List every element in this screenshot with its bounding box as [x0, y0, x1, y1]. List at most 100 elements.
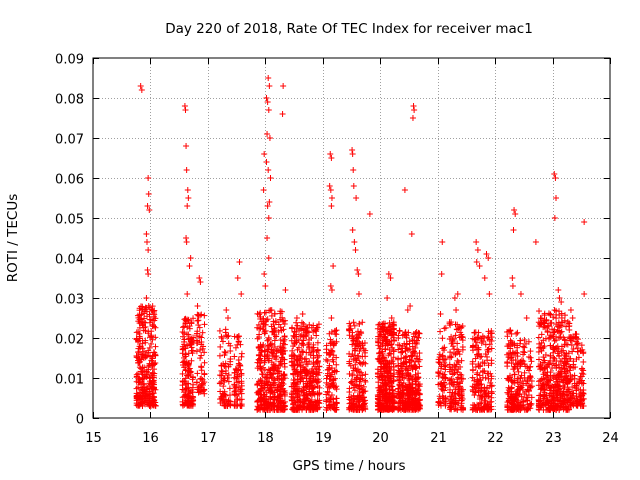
data-point: [147, 402, 154, 409]
data-point: [555, 287, 562, 293]
data-point: [135, 349, 142, 356]
data-point: [236, 373, 243, 380]
data-points-layer: [133, 75, 588, 413]
data-point: [362, 397, 369, 404]
data-point: [221, 351, 228, 358]
data-point: [224, 402, 231, 409]
x-tick-label: 20: [372, 431, 389, 446]
data-point: [265, 107, 272, 113]
data-point: [282, 287, 289, 293]
data-point: [266, 83, 273, 89]
data-point: [151, 307, 158, 314]
data-point: [474, 247, 481, 253]
data-point: [179, 350, 186, 357]
data-point: [149, 390, 156, 397]
data-point: [196, 333, 203, 340]
data-point: [220, 392, 227, 399]
data-point: [183, 143, 190, 149]
data-point: [471, 329, 478, 336]
data-point: [537, 344, 544, 351]
data-point: [151, 361, 158, 368]
y-tick-label: 0.09: [55, 53, 84, 68]
data-point: [186, 389, 193, 396]
data-point: [194, 370, 201, 377]
data-point: [136, 343, 143, 350]
data-point: [184, 402, 191, 409]
x-tick-label: 21: [430, 431, 447, 446]
data-point: [327, 187, 334, 193]
data-point: [264, 99, 271, 105]
data-point: [366, 211, 373, 217]
y-tick-label: 0.07: [55, 133, 84, 148]
data-point: [145, 303, 152, 309]
data-point: [535, 334, 542, 341]
x-tick-label: 16: [142, 431, 159, 446]
data-point: [528, 378, 535, 385]
data-point: [528, 400, 535, 407]
data-point: [224, 374, 231, 381]
data-point: [193, 330, 200, 337]
data-point: [188, 368, 195, 375]
data-point: [181, 323, 188, 330]
data-point: [198, 363, 205, 370]
data-point: [182, 381, 189, 388]
data-point: [266, 135, 273, 141]
data-point: [473, 259, 480, 265]
data-point: [459, 343, 466, 350]
data-point: [185, 195, 192, 201]
data-point: [235, 357, 242, 364]
data-point: [139, 306, 146, 313]
data-point: [553, 195, 560, 201]
data-point: [137, 83, 144, 89]
data-point: [193, 379, 200, 386]
data-point: [152, 343, 159, 350]
data-point: [262, 283, 269, 289]
data-point: [231, 381, 238, 388]
data-point: [198, 384, 205, 391]
data-point: [188, 347, 195, 354]
data-point: [196, 275, 203, 281]
data-point: [182, 353, 189, 360]
data-point: [476, 263, 483, 269]
x-tick-label: 22: [487, 431, 504, 446]
data-point: [567, 307, 574, 313]
data-point: [330, 263, 337, 269]
data-point: [227, 347, 234, 354]
chart-title: Day 220 of 2018, Rate Of TEC Index for r…: [165, 21, 533, 37]
y-tick-label: 0.04: [55, 253, 84, 268]
data-point: [143, 239, 150, 245]
data-point: [145, 271, 152, 277]
data-point: [541, 310, 548, 317]
data-point: [509, 275, 516, 281]
data-point: [265, 75, 272, 81]
data-point: [184, 203, 191, 209]
data-point: [146, 385, 153, 392]
data-point: [511, 207, 518, 213]
data-point: [517, 291, 524, 297]
data-point: [413, 375, 420, 382]
data-point: [195, 389, 202, 396]
data-point: [232, 344, 239, 351]
data-point: [138, 87, 145, 93]
data-point: [145, 363, 152, 370]
data-point: [197, 388, 204, 395]
data-point: [220, 383, 227, 390]
data-point: [349, 227, 356, 233]
data-point: [442, 324, 449, 331]
data-point: [355, 271, 362, 277]
data-point: [231, 353, 238, 360]
data-point: [187, 255, 194, 261]
data-point: [139, 340, 146, 347]
data-point: [504, 363, 511, 370]
data-point: [184, 187, 191, 193]
data-point: [261, 271, 268, 277]
data-point: [216, 327, 223, 334]
data-point: [469, 347, 476, 354]
x-tick-label: 19: [315, 431, 332, 446]
data-point: [144, 203, 151, 209]
data-point: [232, 365, 239, 372]
data-point: [328, 195, 335, 201]
data-point: [225, 372, 232, 379]
data-point: [328, 287, 335, 293]
data-point: [226, 385, 233, 392]
